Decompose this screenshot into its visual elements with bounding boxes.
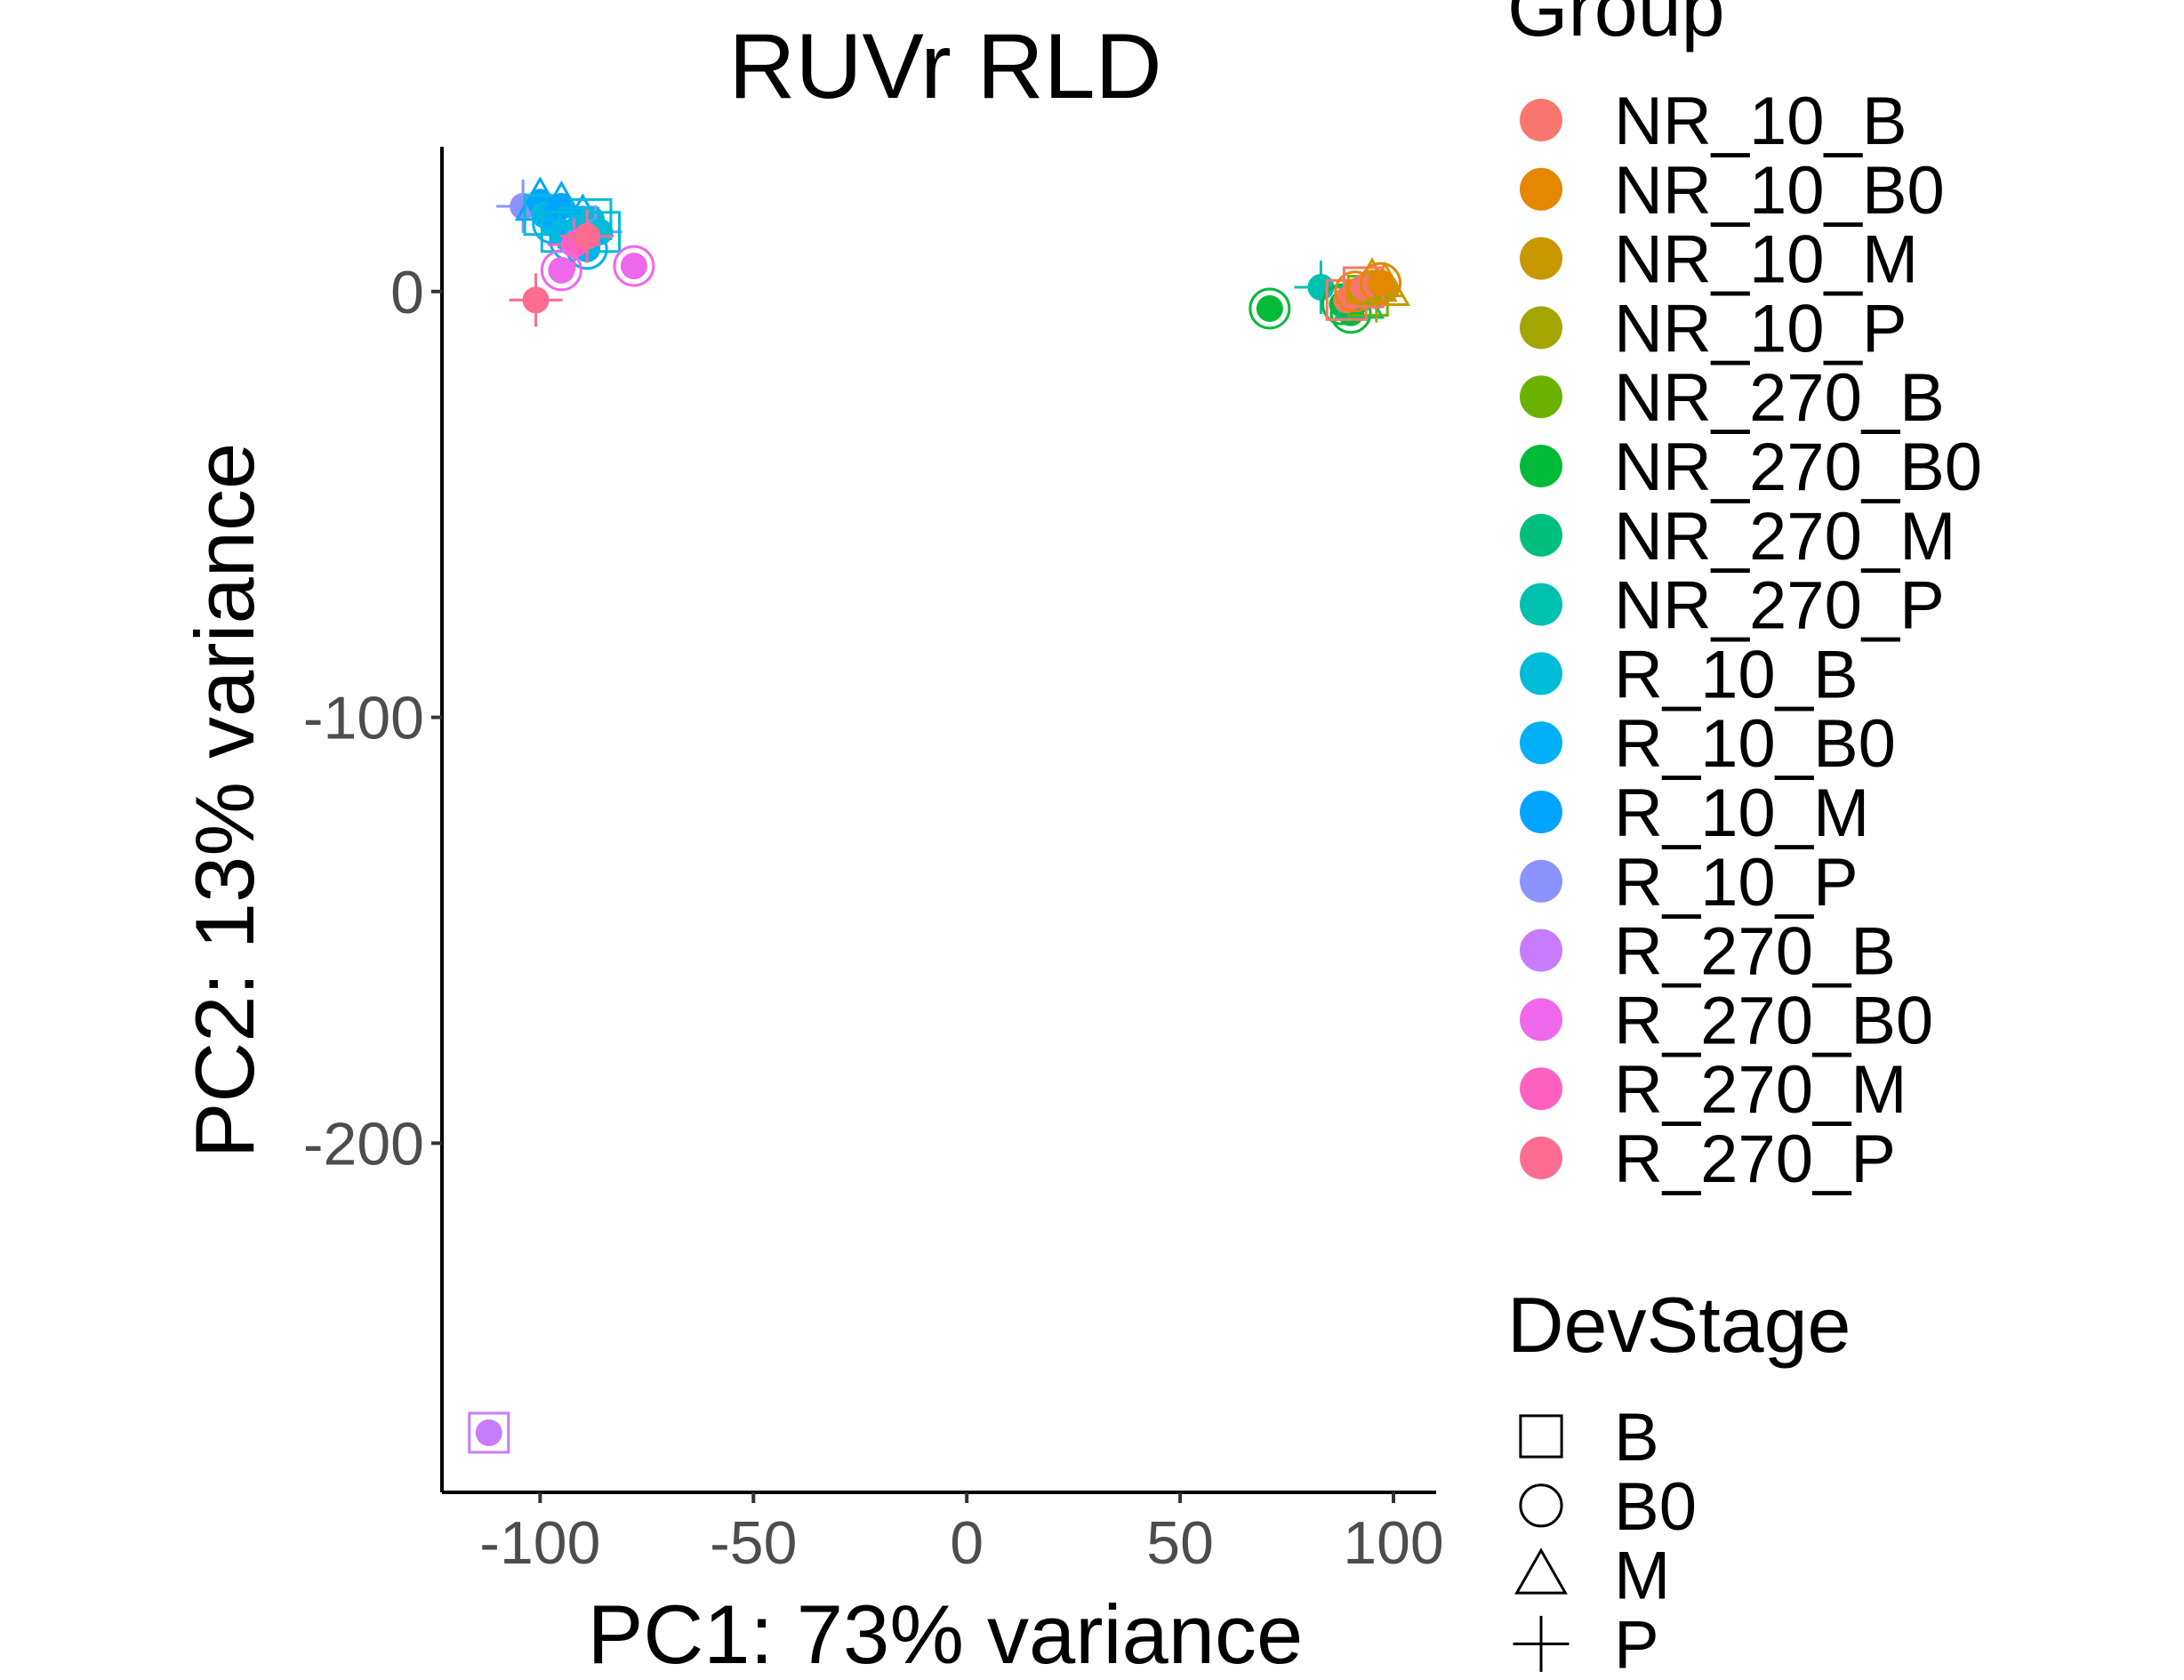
x-axis-title: PC1: 73% variance	[588, 1588, 1304, 1680]
point-circle-marker	[1360, 261, 1402, 304]
legend-color-key	[1520, 928, 1562, 972]
group-legend-item: R_270_P	[1520, 1121, 1896, 1197]
legend-square-icon	[1519, 1414, 1563, 1459]
data-point	[560, 209, 614, 263]
group-legend-label: NR_270_B	[1614, 360, 1945, 436]
x-tick-label: 50	[1146, 1509, 1214, 1577]
group-legend-label: NR_10_B	[1614, 84, 1907, 159]
devstage-legend-item: M	[1514, 1539, 1670, 1614]
group-legend-label: NR_270_P	[1614, 568, 1945, 644]
legend-color-key	[1520, 721, 1562, 765]
group-legend-item: NR_10_B0	[1520, 153, 1945, 229]
devstage-legend-label: B	[1614, 1400, 1659, 1475]
point-fill	[548, 256, 575, 284]
point-fill	[1367, 269, 1394, 297]
legend-color-key	[1520, 237, 1562, 280]
legend-color-key	[1520, 791, 1562, 833]
point-plus-marker	[509, 273, 563, 327]
group-legend-item: NR_10_B	[1520, 84, 1907, 159]
point-plus-marker	[1294, 261, 1348, 315]
group-legend-label: NR_10_B0	[1614, 153, 1945, 229]
group-legend-label: NR_270_B0	[1614, 430, 1982, 505]
data-point	[509, 273, 563, 327]
group-legend-label: NR_270_M	[1614, 499, 1955, 575]
data-point	[1249, 287, 1291, 330]
legend-triangle-icon	[1514, 1547, 1568, 1595]
point-circle-marker	[613, 245, 655, 287]
group-legend-item: NR_270_B0	[1520, 430, 1982, 505]
group-legend-item: R_10_B0	[1520, 706, 1896, 782]
group-legend-item: R_270_M	[1520, 1052, 1907, 1128]
point-square-marker	[468, 1411, 510, 1454]
axes: -100 -50 0 50 100 0 -100 -200	[303, 147, 1444, 1577]
legend-color-key	[1520, 998, 1562, 1041]
group-legend-label: R_270_B	[1614, 914, 1896, 990]
y-axis-title: PC2: 13% variance	[178, 443, 271, 1159]
devstage-legend-title: DevStage	[1507, 1281, 1851, 1369]
group-legend-item: NR_270_P	[1520, 568, 1945, 644]
group-legend-item: R_270_B0	[1520, 983, 1933, 1058]
legend-color-key	[1520, 375, 1562, 419]
devstage-legend-item: P	[1513, 1607, 1659, 1680]
y-tick-label: 0	[390, 259, 424, 326]
group-legend-label: R_270_P	[1614, 1121, 1896, 1197]
group-legend-label: NR_10_M	[1614, 222, 1918, 298]
point-circle-marker	[540, 249, 582, 292]
y-tick-label: -100	[303, 685, 424, 752]
data-point	[613, 245, 655, 287]
legend-color-key	[1520, 306, 1562, 350]
group-legend-label: R_270_M	[1614, 1052, 1907, 1128]
legend-color-key	[1520, 513, 1562, 557]
legend-color-key	[1520, 445, 1562, 487]
chart-title: RUVr RLD	[728, 15, 1161, 118]
group-legend-label: R_10_B	[1614, 637, 1859, 712]
group-legend-label: R_10_M	[1614, 776, 1869, 851]
legend-color-key	[1520, 583, 1562, 626]
point-fill	[475, 1419, 502, 1446]
legend-color-key	[1520, 99, 1562, 141]
group-legend: Group NR_10_BNR_10_B0NR_10_MNR_10_PNR_27…	[1507, 0, 1982, 1197]
legend-color-key	[1520, 859, 1562, 903]
data-point	[1360, 261, 1402, 304]
x-tick-label: 100	[1343, 1509, 1443, 1577]
point-plus-marker	[560, 209, 614, 263]
x-tick-label: -50	[710, 1509, 797, 1577]
group-legend-item: R_10_M	[1520, 776, 1869, 851]
legend-color-key	[1520, 1067, 1562, 1111]
group-legend-item: NR_10_P	[1520, 291, 1907, 366]
data-point	[468, 1411, 510, 1454]
group-legend-label: R_10_B0	[1614, 706, 1896, 782]
devstage-legend-label: M	[1614, 1539, 1670, 1614]
devstage-legend-label: P	[1614, 1607, 1659, 1680]
x-tick-label: 0	[950, 1509, 984, 1577]
group-legend-item: NR_270_M	[1520, 499, 1955, 575]
group-legend-title: Group	[1507, 0, 1725, 52]
point-fill	[620, 253, 647, 280]
y-tick-label: -200	[303, 1110, 424, 1178]
point-circle-marker	[1249, 287, 1291, 330]
group-legend-item: R_10_B	[1520, 637, 1859, 712]
devstage-legend-item: B0	[1519, 1469, 1697, 1545]
legend-circle-icon	[1519, 1483, 1563, 1528]
group-legend-item: NR_270_B	[1520, 360, 1945, 436]
group-legend-label: R_10_P	[1614, 845, 1859, 920]
group-legend-label: NR_10_P	[1614, 291, 1907, 366]
group-legend-item: R_270_B	[1520, 914, 1896, 990]
legend-plus-icon	[1513, 1615, 1570, 1672]
group-legend-item: NR_10_M	[1520, 222, 1918, 298]
legend-color-key	[1520, 167, 1562, 211]
legend-color-key	[1520, 652, 1562, 695]
devstage-legend-item: B	[1519, 1400, 1659, 1475]
legend-color-key	[1520, 1137, 1562, 1179]
group-legend-item: R_10_P	[1520, 845, 1859, 920]
point-fill	[1256, 294, 1283, 322]
group-legend-label: R_270_B0	[1614, 983, 1933, 1058]
data-point	[540, 249, 582, 292]
data-points	[468, 176, 1411, 1454]
x-tick-label: -100	[479, 1509, 600, 1577]
devstage-legend-label: B0	[1614, 1469, 1697, 1545]
